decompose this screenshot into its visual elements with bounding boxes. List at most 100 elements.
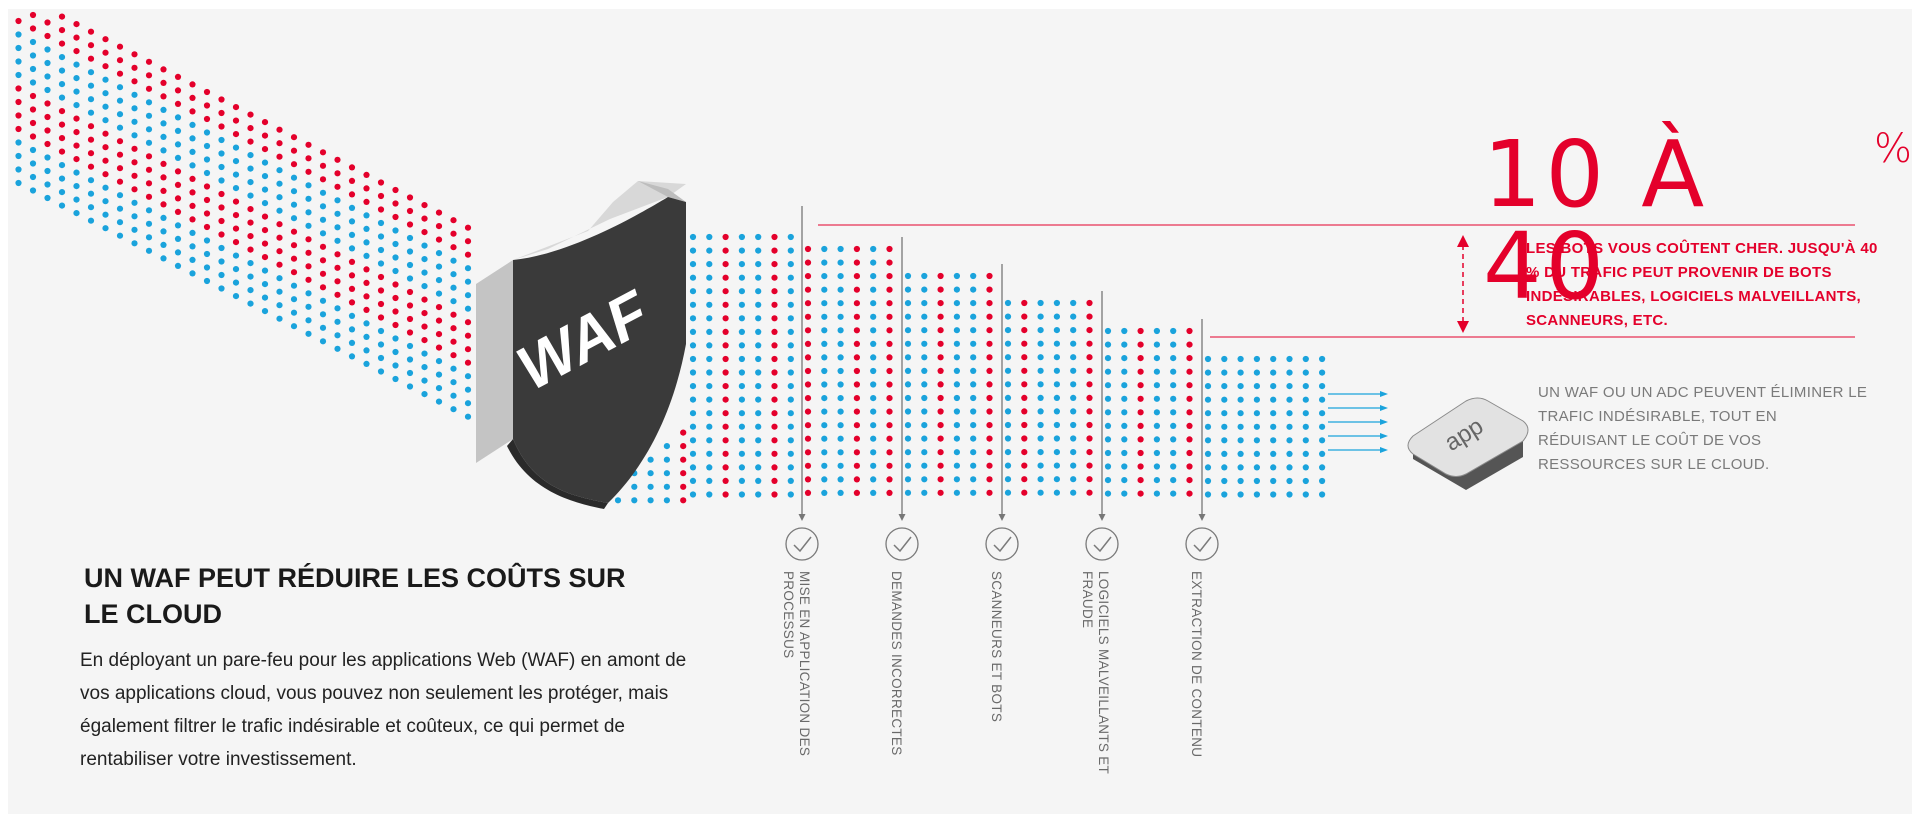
stream-dot [174, 222, 182, 229]
traffic-dot [1037, 313, 1044, 320]
traffic-dot [986, 367, 993, 374]
traffic-dot [1204, 437, 1212, 444]
traffic-dot [787, 383, 794, 390]
traffic-dot [1004, 394, 1012, 401]
traffic-dot [755, 423, 762, 430]
traffic-dot [1037, 435, 1044, 442]
traffic-dot [853, 286, 861, 293]
stream-dot [319, 149, 327, 156]
stream-dot [406, 342, 414, 350]
traffic-dot [904, 435, 912, 442]
stream-dot [131, 213, 138, 220]
stream-dot [377, 246, 385, 254]
traffic-dot [886, 435, 893, 442]
stream-dot [290, 282, 298, 289]
traffic-dot [937, 286, 944, 293]
traffic-dot [706, 301, 713, 308]
traffic-dot [738, 477, 746, 484]
traffic-dot [953, 340, 961, 347]
stream-dot [247, 165, 254, 172]
stream-dot [276, 315, 283, 322]
traffic-dot [1186, 436, 1193, 443]
stream-dot [203, 169, 211, 177]
traffic-dot [1270, 423, 1277, 430]
traffic-dot [1153, 436, 1160, 443]
stream-dot [464, 359, 472, 366]
stream-dot [363, 306, 370, 313]
traffic-dot [804, 300, 812, 307]
traffic-dot [804, 395, 812, 402]
traffic-dot [953, 476, 961, 483]
stream-dot [29, 173, 37, 181]
stream-dot [218, 136, 225, 144]
traffic-dot [771, 383, 778, 390]
stream-dot [131, 78, 138, 85]
stream-dot [203, 277, 211, 285]
traffic-dot [1170, 382, 1177, 389]
traffic-dot [738, 233, 746, 241]
stream-dot [87, 150, 95, 157]
stream-dot [464, 373, 472, 380]
traffic-dot [1104, 382, 1112, 389]
traffic-dot [1037, 462, 1044, 469]
traffic-dot [1237, 491, 1244, 498]
traffic-dot [755, 437, 762, 444]
traffic-dot [689, 369, 697, 376]
stream-dot [102, 184, 109, 191]
traffic-dot [1004, 421, 1012, 429]
stream-dot [131, 172, 138, 179]
traffic-dot [1070, 313, 1077, 320]
traffic-dot [1121, 341, 1128, 348]
stream-dot [160, 228, 167, 235]
stream-dot [58, 135, 66, 142]
traffic-dot [738, 247, 746, 254]
stream-dot [334, 345, 341, 352]
traffic-dot [1286, 383, 1293, 390]
stream-dot [218, 150, 225, 157]
stream-dot [87, 204, 95, 211]
stream-dot [305, 155, 312, 162]
stream-dot [29, 92, 37, 100]
filter-label-scanneurs: SCANNEURS ET BOTS [989, 571, 1004, 723]
traffic-dot [1153, 355, 1160, 362]
traffic-dot [787, 288, 794, 295]
traffic-dot [1302, 477, 1309, 485]
stream-dot [29, 187, 37, 194]
traffic-dot [1137, 436, 1144, 443]
incoming-traffic-stream [15, 11, 472, 420]
stream-dot [435, 277, 443, 284]
traffic-dot [1004, 340, 1012, 347]
stream-dot [305, 263, 312, 270]
traffic-dot [1253, 477, 1260, 485]
traffic-dot [787, 450, 794, 457]
stream-dot [87, 55, 95, 62]
traffic-dot [787, 355, 794, 363]
traffic-dot [853, 340, 861, 347]
stream-dot [218, 204, 225, 211]
traffic-dot [689, 423, 697, 430]
traffic-dot [706, 342, 713, 349]
traffic-dot [755, 450, 762, 457]
traffic-dot [722, 342, 729, 349]
stream-dot [131, 51, 138, 58]
traffic-dot [870, 327, 877, 334]
stream-dot [102, 198, 109, 205]
traffic-dot [870, 300, 877, 307]
traffic-dot [771, 423, 778, 430]
stream-dot [392, 213, 399, 221]
stream-dot [464, 319, 472, 326]
stream-dot [58, 108, 66, 115]
traffic-dot [804, 476, 812, 483]
stream-dot [29, 133, 37, 140]
stream-dot [15, 98, 22, 106]
stream-dot [334, 264, 341, 271]
stream-dot [15, 17, 22, 25]
stream-dot [87, 96, 95, 103]
stream-dot [435, 263, 443, 270]
infographic-canvas: WAF app 10 À 40 % LES BOTS VOUS COÛTENT … [8, 9, 1912, 814]
stream-dot [131, 226, 138, 233]
stream-dot [189, 108, 196, 115]
traffic-dot [1302, 383, 1309, 390]
stream-dot [87, 82, 95, 89]
traffic-dot [1037, 476, 1044, 483]
